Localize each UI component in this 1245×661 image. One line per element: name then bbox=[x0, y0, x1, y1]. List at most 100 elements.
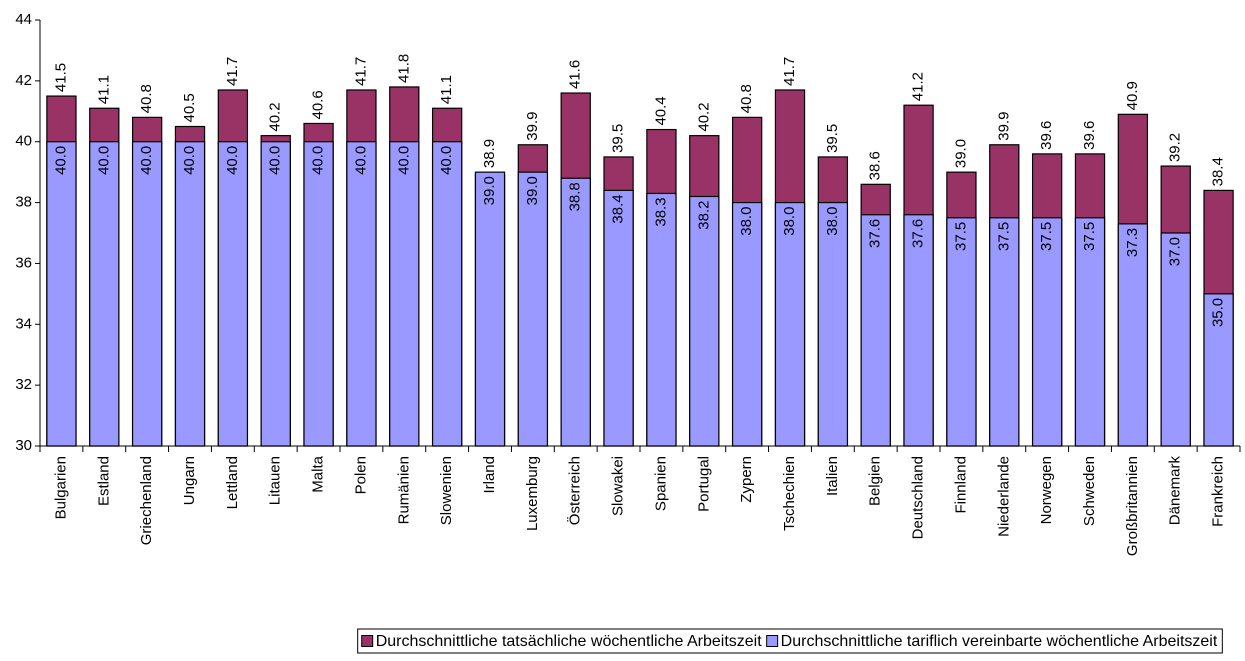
y-tick-label: 34 bbox=[15, 315, 32, 332]
value-label: 40.0 bbox=[395, 146, 412, 175]
value-label: 41.2 bbox=[910, 72, 927, 101]
value-label: 40.0 bbox=[224, 146, 241, 175]
x-tick-label: Litauen bbox=[267, 456, 284, 505]
x-tick-label: Schweden bbox=[1081, 456, 1098, 526]
x-tick-label: Frankreich bbox=[1210, 456, 1227, 527]
y-tick-label: 38 bbox=[15, 194, 32, 211]
bar bbox=[431, 141, 463, 447]
value-label: 40.0 bbox=[95, 146, 112, 175]
bar bbox=[1074, 217, 1106, 447]
value-label: 39.0 bbox=[481, 176, 498, 205]
x-tick-label: Griechenland bbox=[138, 456, 155, 545]
y-tick-label: 42 bbox=[15, 72, 32, 89]
value-label: 38.8 bbox=[567, 182, 584, 211]
value-label: 38.9 bbox=[481, 139, 498, 168]
bar bbox=[560, 177, 591, 447]
legend-label: Durchschnittliche tatsächliche wöchentli… bbox=[376, 633, 763, 650]
bar bbox=[603, 189, 634, 447]
value-label: 40.0 bbox=[438, 146, 455, 175]
bar bbox=[389, 141, 420, 447]
bar bbox=[731, 201, 763, 447]
bar bbox=[860, 214, 891, 447]
x-tick-label: Finnland bbox=[952, 456, 969, 514]
value-label: 40.0 bbox=[52, 146, 69, 175]
value-label: 39.5 bbox=[610, 124, 627, 153]
x-tick-label: Österreich bbox=[566, 456, 584, 525]
x-tick-label: Slowenien bbox=[438, 456, 455, 525]
x-tick-label: Portugal bbox=[695, 456, 712, 512]
value-label: 37.3 bbox=[1124, 228, 1141, 257]
value-label: 41.5 bbox=[52, 63, 69, 92]
value-label: 38.3 bbox=[652, 197, 669, 226]
bar bbox=[217, 141, 249, 447]
bar bbox=[346, 141, 377, 447]
value-label: 40.2 bbox=[267, 102, 284, 131]
value-label: 41.1 bbox=[95, 75, 112, 104]
value-label: 40.4 bbox=[652, 96, 669, 125]
value-label: 41.7 bbox=[352, 57, 369, 86]
x-tick-label: Malta bbox=[310, 455, 327, 492]
legend-label: Durchschnittliche tariflich vereinbarte … bbox=[781, 633, 1218, 650]
x-tick-label: Norwegen bbox=[1038, 456, 1055, 524]
legend-swatch bbox=[766, 635, 779, 647]
value-label: 40.6 bbox=[310, 90, 327, 119]
value-label: 38.4 bbox=[610, 194, 627, 223]
bar bbox=[689, 195, 720, 447]
bar bbox=[1203, 293, 1234, 447]
bar bbox=[89, 141, 120, 447]
value-label: 41.1 bbox=[438, 75, 455, 104]
value-label: 39.5 bbox=[824, 124, 841, 153]
value-label: 40.0 bbox=[267, 146, 284, 175]
x-tick-label: Luxemburg bbox=[524, 456, 541, 531]
value-label: 39.6 bbox=[1081, 121, 1098, 150]
bar bbox=[1160, 232, 1191, 447]
x-tick-label: Bulgarien bbox=[52, 456, 69, 519]
legend-swatch bbox=[361, 635, 374, 647]
x-tick-label: Polen bbox=[352, 456, 369, 494]
x-tick-label: Großbritannien bbox=[1124, 456, 1141, 556]
value-label: 38.0 bbox=[738, 207, 755, 236]
x-tick-label: Belgien bbox=[867, 456, 884, 506]
value-label: 39.0 bbox=[524, 176, 541, 205]
value-label: 40.9 bbox=[1124, 81, 1141, 110]
bar bbox=[174, 141, 206, 447]
bar bbox=[474, 171, 506, 447]
value-label: 40.0 bbox=[310, 146, 327, 175]
value-label: 41.8 bbox=[395, 54, 412, 83]
x-tick-label: Italien bbox=[824, 456, 841, 496]
legend-box bbox=[357, 628, 1223, 654]
value-label: 37.6 bbox=[910, 219, 927, 248]
value-label: 41.7 bbox=[781, 57, 798, 86]
value-label: 40.2 bbox=[695, 102, 712, 131]
x-tick-label: Rumänien bbox=[395, 456, 412, 524]
value-label: 37.5 bbox=[1038, 222, 1055, 251]
bar bbox=[817, 201, 849, 447]
x-tick-label: Tschechien bbox=[781, 456, 798, 531]
bar bbox=[131, 141, 163, 447]
x-tick-label: Irland bbox=[481, 456, 498, 494]
x-tick-label: Estland bbox=[95, 456, 112, 506]
bar bbox=[774, 201, 806, 447]
y-tick-label: 36 bbox=[15, 254, 32, 271]
bar bbox=[260, 141, 291, 447]
value-label: 40.8 bbox=[138, 84, 155, 113]
value-label: 40.0 bbox=[138, 146, 155, 175]
value-label: 41.6 bbox=[567, 60, 584, 89]
value-label: 35.0 bbox=[1210, 298, 1227, 327]
value-label: 38.0 bbox=[781, 207, 798, 236]
bar bbox=[1031, 217, 1063, 447]
value-label: 41.7 bbox=[224, 57, 241, 86]
bar bbox=[517, 171, 549, 447]
value-label: 38.6 bbox=[867, 151, 884, 180]
value-label: 37.6 bbox=[867, 219, 884, 248]
value-label: 39.2 bbox=[1167, 133, 1184, 162]
y-tick-label: 32 bbox=[15, 376, 32, 393]
bar bbox=[1117, 223, 1149, 447]
x-tick-label: Dänemark bbox=[1167, 456, 1184, 526]
value-label: 38.4 bbox=[1210, 157, 1227, 186]
y-tick-label: 30 bbox=[15, 437, 32, 454]
y-tick-label: 44 bbox=[15, 11, 32, 28]
value-label: 39.6 bbox=[1038, 121, 1055, 150]
x-tick-label: Niederlande bbox=[995, 456, 1012, 537]
